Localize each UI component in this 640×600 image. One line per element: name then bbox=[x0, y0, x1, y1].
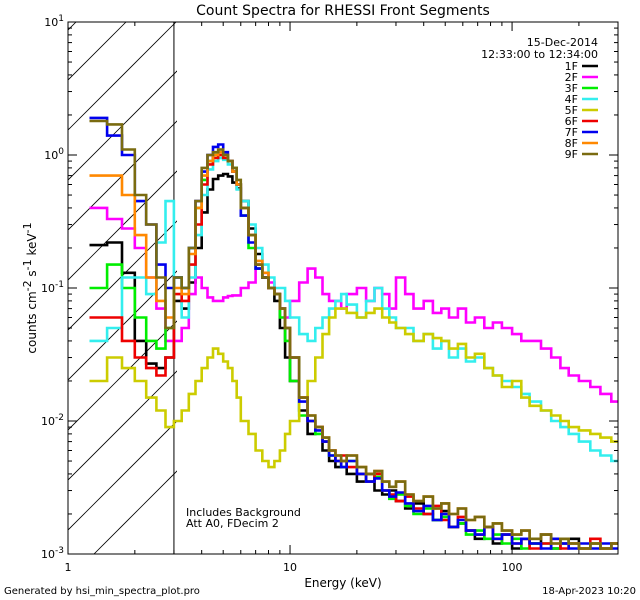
footer-timestamp: 18-Apr-2023 10:20 bbox=[542, 586, 636, 597]
annotation-attenuator: Att A0, FDecim 2 bbox=[186, 517, 279, 530]
x-tick-label: 1 bbox=[65, 561, 72, 574]
legend-label-7F: 7F bbox=[565, 126, 578, 139]
y-tick-label: 10-2 bbox=[41, 413, 64, 428]
annotation-background: Includes Background bbox=[186, 506, 301, 519]
legend-label-5F: 5F bbox=[565, 104, 578, 117]
y-tick-label: 10-1 bbox=[41, 280, 64, 295]
series-4F bbox=[89, 156, 618, 463]
legend-label-6F: 6F bbox=[565, 115, 578, 128]
hatch-line bbox=[68, 22, 77, 31]
hatch-line bbox=[68, 370, 177, 481]
series-8F bbox=[89, 150, 618, 550]
y-tick-label: 101 bbox=[44, 14, 64, 29]
hatch-line bbox=[68, 22, 177, 131]
chart-title: Count Spectra for RHESSI Front Segments bbox=[196, 3, 490, 19]
x-axis-ticks: 1 10 100 bbox=[65, 22, 619, 574]
legend-label-2F: 2F bbox=[565, 71, 578, 84]
series-5F bbox=[89, 307, 618, 469]
y-axis-label: counts cm-2 s-1 keV-1 bbox=[21, 222, 39, 353]
y-axis-ticks: 10-3 10-2 10-1 100 101 bbox=[41, 14, 618, 561]
series-7F bbox=[89, 116, 618, 550]
x-tick-label: 10 bbox=[283, 561, 297, 574]
legend-time-range: 12:33:00 to 12:34:00 bbox=[481, 48, 598, 61]
hatch-line bbox=[93, 470, 177, 554]
legend-label-4F: 4F bbox=[565, 93, 578, 106]
y-tick-label: 100 bbox=[44, 147, 64, 162]
legend-label-3F: 3F bbox=[565, 82, 578, 95]
legend-date: 15-Dec-2014 bbox=[527, 36, 598, 49]
series-9F bbox=[89, 119, 618, 550]
legend-label-1F: 1F bbox=[565, 60, 578, 73]
legend-label-8F: 8F bbox=[565, 137, 578, 150]
y-tick-label: 10-3 bbox=[41, 546, 64, 561]
x-tick-label: 100 bbox=[502, 561, 523, 574]
series-group bbox=[89, 116, 618, 550]
legend-label-9F: 9F bbox=[565, 148, 578, 161]
plot-frame bbox=[67, 21, 619, 555]
hatch-line bbox=[68, 22, 127, 81]
series-1F bbox=[89, 172, 618, 550]
series-6F bbox=[89, 153, 618, 550]
x-axis-label: Energy (keV) bbox=[304, 576, 381, 590]
generated-by-text: Generated by hsi_min_spectra_plot.pro bbox=[4, 586, 200, 597]
series-3F bbox=[89, 150, 618, 550]
